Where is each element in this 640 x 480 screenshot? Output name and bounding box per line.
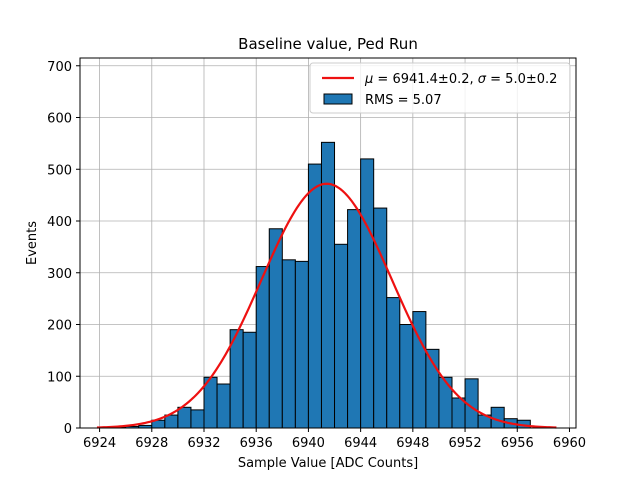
x-axis-label: Sample Value [ADC Counts]: [238, 456, 418, 471]
histogram-bar-6931: [190, 409, 205, 429]
x-tick-label-2: 6932: [187, 436, 220, 451]
y-axis-ticks: 0 100 200 300 400 500 600 700: [47, 60, 80, 437]
histogram-bar-6950: [438, 376, 453, 429]
histogram-bar-6940: [307, 163, 322, 429]
y-tick-label-7: 700: [47, 60, 72, 75]
legend-sigma-symbol: σ: [478, 72, 487, 87]
histogram-bar-6944: [360, 158, 375, 429]
x-tick-label-7: 6952: [449, 436, 482, 451]
y-tick-label-2: 200: [47, 319, 72, 334]
legend-fit-label: μ = 6941.4±0.2, σ = 5.0±0.2: [364, 72, 557, 87]
legend-rms-patch-swatch: [323, 93, 353, 105]
y-tick-label-6: 600: [47, 112, 72, 127]
x-tick-label-1: 6928: [135, 436, 168, 451]
legend-rms-label: RMS = 5.07: [365, 93, 442, 108]
y-axis-label: Events: [25, 221, 40, 265]
legend-sigma-value: = 5.0±0.2: [486, 72, 557, 87]
histogram-bar-6939: [294, 260, 309, 429]
histogram-bar-6936: [255, 266, 270, 429]
histogram-bar-6946: [386, 297, 401, 429]
histogram-bar-6951: [451, 397, 466, 429]
x-tick-label-8: 6956: [501, 436, 534, 451]
histogram-bar-6947: [399, 324, 414, 429]
histogram-bar-6930: [177, 406, 192, 429]
chart-title: Baseline value, Ped Run: [238, 35, 418, 53]
x-tick-label-5: 6944: [344, 436, 377, 451]
y-tick-label-3: 300: [47, 267, 72, 282]
histogram-bar-6933: [216, 383, 231, 429]
axes-frame: [79, 57, 577, 429]
y-tick-label-1: 100: [47, 370, 72, 385]
legend-mu-symbol: μ: [364, 72, 373, 87]
histogram-bar-6943: [347, 209, 362, 429]
x-tick-label-4: 6940: [292, 436, 325, 451]
histogram-bar-6942: [334, 243, 349, 429]
x-tick-label-0: 6924: [83, 436, 116, 451]
x-tick-label-3: 6936: [240, 436, 273, 451]
histogram-bar-6938: [281, 259, 296, 429]
legend: μ = 6941.4±0.2, σ = 5.0±0.2 RMS = 5.07: [309, 62, 571, 114]
histogram-bar-6935: [242, 331, 257, 429]
gaussian-fit-curve: [96, 182, 557, 429]
legend-box: [309, 62, 571, 114]
x-tick-label-9: 6960: [553, 436, 586, 451]
histogram-bar-6945: [373, 207, 388, 429]
x-axis-ticks: 6924 6928 6932 6936 6940 6944 6948 6952 6956 6960: [83, 428, 586, 451]
y-tick-label-4: 400: [47, 215, 72, 230]
histogram-bars: [99, 141, 531, 429]
x-tick-label-6: 6948: [396, 436, 429, 451]
plot-area: 6924 6928 6932 6936 6940 6944 6948 6952 6956 6960…: [47, 57, 586, 451]
y-tick-label-5: 500: [47, 163, 72, 178]
y-tick-label-0: 0: [64, 422, 72, 437]
legend-mu-value: = 6941.4±0.2,: [373, 72, 477, 87]
